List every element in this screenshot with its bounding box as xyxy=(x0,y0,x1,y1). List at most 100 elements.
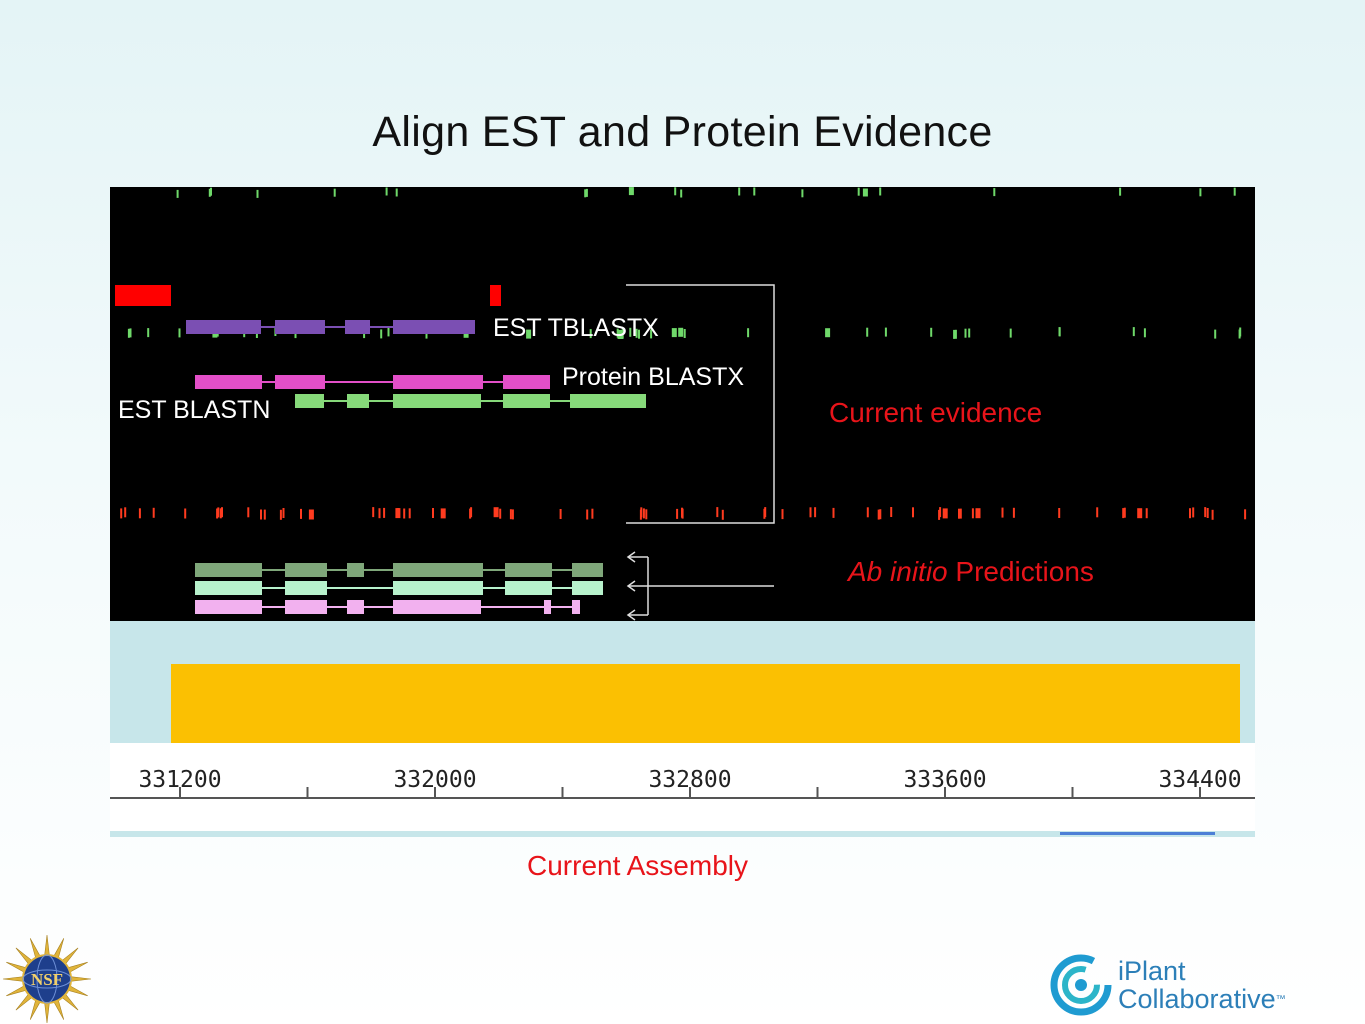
repeat-mark xyxy=(953,329,956,339)
ruler-axis xyxy=(110,787,1255,837)
repeat-mark xyxy=(879,187,882,196)
repeat-mark xyxy=(178,328,181,338)
repeat-mark xyxy=(993,188,996,197)
repeat-mark xyxy=(825,328,831,338)
repeat-mark xyxy=(1204,507,1207,518)
repeat-mark xyxy=(781,509,784,520)
repeat-mark xyxy=(425,329,428,339)
repeat-mark xyxy=(716,507,719,518)
repeat-mark xyxy=(747,328,750,338)
repeat-mark xyxy=(738,187,741,196)
repeat-mark xyxy=(1058,508,1061,518)
repeat-mark xyxy=(857,187,860,196)
repeat-mark xyxy=(1119,187,1122,196)
repeat-mark xyxy=(378,508,381,519)
ruler-tick-label-1: 331200 xyxy=(138,767,222,793)
repeat-mark xyxy=(958,508,960,519)
repeat-mark xyxy=(1123,507,1126,518)
nsf-logo-text: NSF xyxy=(31,970,63,989)
repeat-mark xyxy=(650,329,653,339)
iplant-line1: iPlant xyxy=(1118,956,1186,986)
assembly-band xyxy=(110,621,1255,743)
repeat-mark xyxy=(1012,507,1015,518)
genome-browser-panel: EST TBLASTX Protein BLASTX EST BLASTN Cu… xyxy=(110,187,1255,621)
prediction-track-2[interactable] xyxy=(195,581,603,595)
protein-blastx-track[interactable] xyxy=(195,375,550,389)
repeat-mark xyxy=(930,327,933,337)
repeat-mark xyxy=(975,508,981,519)
repeat-mark xyxy=(635,328,638,338)
ab-initio-italic: Ab initio xyxy=(848,556,948,587)
repeat-mark xyxy=(584,189,587,198)
repeat-mark xyxy=(621,329,624,339)
repeat-mark xyxy=(372,507,375,518)
repeat-mark xyxy=(866,507,869,518)
repeat-mark xyxy=(1058,327,1061,337)
repeat-mark xyxy=(263,509,266,520)
repeat-mark xyxy=(208,188,211,197)
repeat-mark xyxy=(671,328,677,338)
repeat-mark xyxy=(968,328,971,338)
repeat-mark xyxy=(1192,507,1195,518)
repeat-mark xyxy=(1145,508,1148,519)
est-blastn-track[interactable] xyxy=(295,394,646,408)
prediction-track-1[interactable] xyxy=(195,563,603,577)
repeat-mark xyxy=(1211,509,1214,520)
repeat-mark xyxy=(866,327,869,337)
red-hit-block-2[interactable] xyxy=(490,285,501,306)
ruler-tick-label-5: 334400 xyxy=(1158,767,1242,793)
repeat-mark xyxy=(959,508,962,519)
repeat-mark xyxy=(638,329,640,339)
repeat-mark xyxy=(432,508,434,518)
repeat-mark xyxy=(397,508,400,518)
repeat-marks xyxy=(120,187,1247,520)
scroll-indicator[interactable] xyxy=(1060,832,1215,835)
repeat-mark xyxy=(127,328,130,338)
iplant-swirl-icon xyxy=(1050,954,1112,1016)
repeat-mark xyxy=(221,507,223,518)
repeat-mark xyxy=(1009,328,1012,338)
repeat-mark xyxy=(380,329,383,339)
repeat-mark xyxy=(964,328,967,338)
ruler-tick-label-3: 332800 xyxy=(648,767,732,793)
est-tblastx-track[interactable] xyxy=(186,320,475,334)
assembly-scaffold-bar[interactable] xyxy=(171,664,1240,743)
iplant-logo: iPlant Collaborative™ xyxy=(1050,952,1350,1018)
repeat-mark xyxy=(184,508,187,519)
iplant-line2: Collaborative™ xyxy=(1118,986,1286,1013)
repeat-mark xyxy=(586,509,589,520)
ruler-tick-label-2: 332000 xyxy=(393,767,477,793)
repeat-mark xyxy=(147,328,150,338)
track-canvas xyxy=(115,187,1247,621)
repeat-mark xyxy=(753,187,756,196)
repeat-mark xyxy=(890,507,893,517)
repeat-mark xyxy=(279,509,282,520)
repeat-mark xyxy=(1244,509,1247,520)
ab-initio-label: Ab initio Predictions xyxy=(848,556,1094,588)
repeat-mark xyxy=(912,507,914,518)
red-hit-block-1[interactable] xyxy=(115,285,171,306)
repeat-mark xyxy=(1137,508,1143,519)
repeat-mark xyxy=(256,189,259,198)
repeat-mark xyxy=(260,509,262,520)
repeat-mark xyxy=(954,329,957,339)
repeat-mark xyxy=(300,508,302,519)
repeat-mark xyxy=(617,329,623,339)
repeat-mark xyxy=(219,508,222,519)
repeat-mark xyxy=(387,327,390,337)
repeat-mark xyxy=(681,508,684,519)
repeat-mark xyxy=(509,509,512,520)
repeat-mark xyxy=(628,187,634,196)
repeat-mark xyxy=(1096,507,1099,518)
repeat-mark xyxy=(1001,507,1004,518)
current-evidence-label: Current evidence xyxy=(829,397,1043,428)
repeat-mark xyxy=(814,507,817,518)
prediction-track-3[interactable] xyxy=(195,600,580,614)
repeat-mark xyxy=(493,507,499,518)
repeat-mark xyxy=(526,329,532,339)
repeat-mark xyxy=(124,507,127,518)
repeat-mark xyxy=(877,509,880,520)
repeat-mark xyxy=(629,327,632,337)
est-tblastx-label: EST TBLASTX xyxy=(493,314,659,342)
repeat-mark xyxy=(308,509,314,520)
